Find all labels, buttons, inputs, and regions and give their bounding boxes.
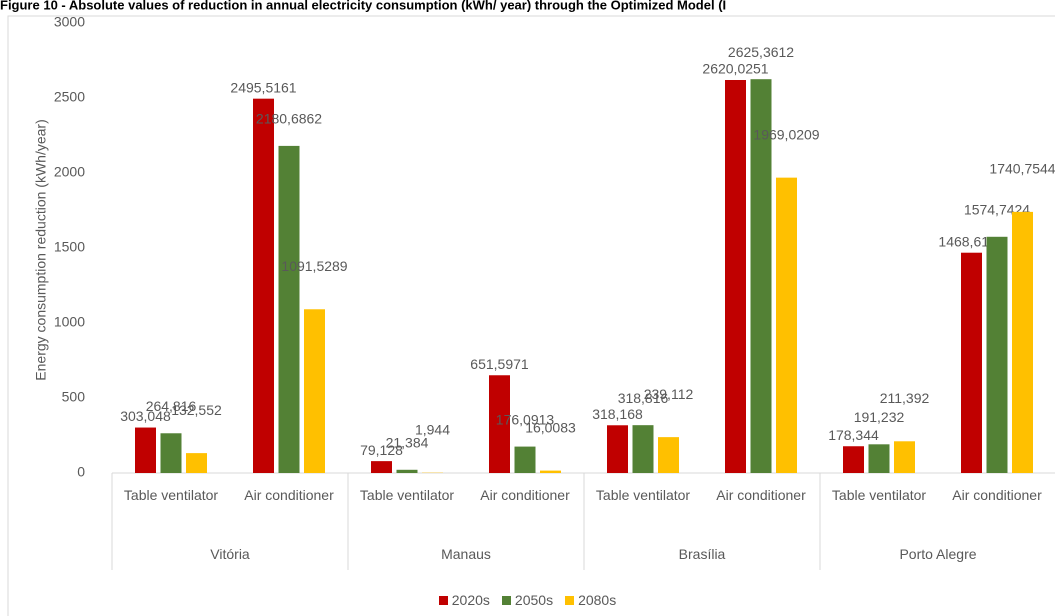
bar — [278, 145, 300, 473]
data-label: 2180,6862 — [256, 111, 322, 127]
bar — [160, 433, 182, 473]
legend-label: 2020s — [451, 592, 490, 608]
bar — [514, 446, 536, 473]
bar — [894, 441, 915, 473]
y-tick-label: 0 — [77, 464, 85, 480]
bar — [843, 446, 864, 473]
group-label: Vitória — [210, 546, 250, 562]
legend-swatch — [501, 595, 511, 605]
x-tick-label: Table ventilator — [595, 487, 691, 503]
bar — [1012, 211, 1033, 473]
data-label: 178,344 — [828, 427, 879, 443]
bar — [304, 309, 325, 473]
legend-item: 2080s — [565, 592, 616, 608]
data-label: 16,0083 — [525, 419, 576, 435]
x-tick-label: Table ventilator — [831, 487, 927, 503]
legend-swatch — [438, 595, 448, 605]
data-label: 21,384 — [386, 434, 429, 450]
data-label: 303,048 — [120, 408, 171, 424]
data-label: 318,168 — [592, 406, 643, 422]
bar — [750, 79, 772, 473]
group-label: Manaus — [441, 546, 491, 562]
y-tick-label: 3000 — [54, 14, 85, 30]
x-tick-label: Air conditioner — [716, 487, 806, 503]
chart-title: Figure 10 - Absolute values of reduction… — [0, 0, 726, 12]
bar — [658, 437, 679, 473]
y-tick-label: 500 — [62, 389, 86, 405]
bar — [186, 453, 207, 473]
legend-label: 2080s — [578, 592, 617, 608]
bar — [776, 177, 797, 474]
legend-item: 2020s — [438, 592, 490, 608]
x-tick-label: Table ventilator — [123, 487, 219, 503]
bar — [607, 425, 628, 473]
data-label: 176,0913 — [496, 411, 555, 427]
data-label: 2620,0251 — [702, 61, 768, 77]
bar — [540, 470, 561, 473]
chart-border — [7, 15, 1055, 616]
legend-label: 2050s — [514, 592, 554, 608]
data-label: 211,392 — [880, 390, 930, 406]
data-label: 264,816 — [146, 398, 197, 414]
x-tick-label: Table ventilator — [359, 487, 455, 503]
bar — [632, 425, 654, 473]
data-label: 239,112 — [644, 386, 694, 402]
data-label: 2495,5161 — [230, 79, 296, 95]
legend: 2020s 2050s 2080s — [0, 592, 1055, 608]
data-label: 132,552 — [171, 402, 222, 418]
data-label: 191,232 — [854, 409, 905, 425]
y-axis-title: Energy consumption reduction (kWh/year) — [33, 119, 49, 380]
bar — [986, 236, 1008, 473]
bar — [371, 461, 392, 473]
group-label: Porto Alegre — [899, 546, 977, 562]
data-label: 651,5971 — [470, 356, 529, 372]
bar — [961, 252, 982, 473]
y-tick-label: 2000 — [54, 164, 85, 180]
data-label: 1091,5289 — [281, 258, 347, 274]
bar — [489, 375, 510, 473]
bar — [868, 444, 890, 473]
group-label: Brasília — [678, 546, 726, 562]
x-tick-label: Air conditioner — [244, 487, 334, 503]
bar — [396, 469, 418, 473]
data-label: 2625,3612 — [728, 44, 794, 60]
bar — [253, 98, 274, 474]
bar — [725, 79, 746, 473]
legend-swatch — [565, 595, 575, 605]
data-label: 79,128 — [360, 442, 403, 458]
data-label: 1740,7544 — [989, 161, 1055, 177]
data-label: 1969,0209 — [753, 126, 819, 142]
x-tick-label: Air conditioner — [952, 487, 1042, 503]
legend-item: 2050s — [501, 592, 554, 608]
y-tick-label: 1000 — [54, 314, 85, 330]
x-tick-label: Air conditioner — [480, 487, 570, 503]
bar — [135, 427, 156, 473]
y-tick-label: 1500 — [54, 239, 85, 255]
data-label: 318,816 — [618, 390, 669, 406]
y-tick-label: 2500 — [54, 89, 85, 105]
data-label: 1,944 — [415, 421, 450, 437]
